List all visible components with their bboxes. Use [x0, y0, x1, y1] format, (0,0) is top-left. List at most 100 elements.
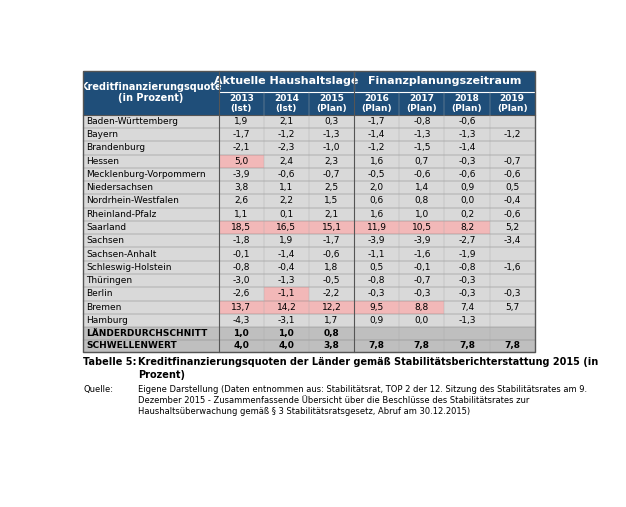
Text: 18,5: 18,5 — [231, 223, 251, 232]
Text: Sachsen: Sachsen — [86, 236, 124, 245]
Bar — [83, 168, 535, 181]
Text: -0,4: -0,4 — [503, 197, 521, 205]
Text: -3,4: -3,4 — [503, 236, 521, 245]
Text: -2,3: -2,3 — [278, 143, 295, 153]
Text: -1,7: -1,7 — [232, 130, 250, 139]
Text: -0,3: -0,3 — [503, 289, 521, 299]
Text: 1,0: 1,0 — [415, 210, 429, 219]
Text: 1,6: 1,6 — [369, 157, 384, 166]
Text: -2,6: -2,6 — [232, 289, 250, 299]
Text: -0,3: -0,3 — [368, 289, 386, 299]
Text: Kreditfinanzierungsquote
(in Prozent): Kreditfinanzierungsquote (in Prozent) — [80, 82, 222, 103]
Text: Finanzplanungszeitraum: Finanzplanungszeitraum — [367, 77, 521, 86]
Text: 0,8: 0,8 — [324, 329, 339, 338]
Bar — [309, 301, 354, 314]
Text: -1,3: -1,3 — [277, 276, 295, 285]
Text: 1,9: 1,9 — [279, 236, 294, 245]
Text: -0,4: -0,4 — [278, 263, 295, 272]
Text: 11,9: 11,9 — [367, 223, 387, 232]
Text: -1,1: -1,1 — [277, 289, 295, 299]
Text: 2,5: 2,5 — [324, 183, 339, 192]
Bar — [83, 327, 535, 340]
Text: 3,8: 3,8 — [234, 183, 249, 192]
Bar — [264, 287, 309, 301]
Bar — [83, 287, 535, 301]
Text: Tabelle 5:: Tabelle 5: — [83, 357, 136, 367]
Text: -0,6: -0,6 — [503, 170, 521, 179]
Bar — [83, 234, 535, 247]
Text: 13,7: 13,7 — [231, 303, 251, 312]
Text: -1,2: -1,2 — [368, 143, 386, 153]
Text: 15,1: 15,1 — [322, 223, 342, 232]
Text: Saarland: Saarland — [86, 223, 126, 232]
Text: 10,5: 10,5 — [412, 223, 432, 232]
Text: -3,1: -3,1 — [277, 316, 295, 325]
Text: 2,6: 2,6 — [234, 197, 249, 205]
Text: -3,9: -3,9 — [232, 170, 250, 179]
Text: 2,0: 2,0 — [369, 183, 384, 192]
Text: 2,1: 2,1 — [324, 210, 339, 219]
Text: 1,6: 1,6 — [369, 210, 384, 219]
Text: -0,3: -0,3 — [458, 289, 476, 299]
Bar — [354, 221, 399, 234]
Text: -2,1: -2,1 — [232, 143, 250, 153]
Bar — [309, 221, 354, 234]
Bar — [399, 301, 444, 314]
Bar — [83, 301, 535, 314]
Text: 2016
(Plan): 2016 (Plan) — [361, 94, 392, 113]
Text: 2019
(Plan): 2019 (Plan) — [497, 94, 528, 113]
Text: 5,2: 5,2 — [505, 223, 519, 232]
Text: 0,5: 0,5 — [505, 183, 520, 192]
Text: -0,5: -0,5 — [323, 276, 341, 285]
Text: LÄNDERDURCHSCHNITT: LÄNDERDURCHSCHNITT — [86, 329, 207, 338]
Text: 0,5: 0,5 — [369, 263, 384, 272]
Text: 16,5: 16,5 — [276, 223, 296, 232]
Text: 1,7: 1,7 — [324, 316, 339, 325]
Text: -2,2: -2,2 — [323, 289, 340, 299]
Text: Aktuelle Haushaltslage: Aktuelle Haushaltslage — [214, 77, 359, 86]
Text: Bremen: Bremen — [86, 303, 121, 312]
Bar — [490, 92, 535, 115]
Text: 2015
(Plan): 2015 (Plan) — [316, 94, 347, 113]
Text: -0,7: -0,7 — [503, 157, 521, 166]
Text: -0,6: -0,6 — [503, 210, 521, 219]
Bar — [354, 301, 399, 314]
Text: Nordrhein-Westfalen: Nordrhein-Westfalen — [86, 197, 179, 205]
Text: -0,1: -0,1 — [413, 263, 431, 272]
Text: 8,2: 8,2 — [460, 223, 474, 232]
Text: -1,4: -1,4 — [278, 249, 295, 259]
Bar — [83, 141, 535, 155]
Text: 2017
(Plan): 2017 (Plan) — [406, 94, 437, 113]
Text: 1,5: 1,5 — [324, 197, 339, 205]
Text: -0,8: -0,8 — [368, 276, 386, 285]
Bar — [264, 92, 309, 115]
Text: -2,7: -2,7 — [458, 236, 476, 245]
Text: 7,8: 7,8 — [369, 341, 385, 350]
Text: 1,9: 1,9 — [234, 117, 249, 126]
Bar — [444, 92, 490, 115]
Text: 1,0: 1,0 — [233, 329, 249, 338]
Text: -0,3: -0,3 — [458, 276, 476, 285]
Text: -4,3: -4,3 — [232, 316, 250, 325]
Text: -1,7: -1,7 — [323, 236, 341, 245]
Text: Mecklenburg-Vorpommern: Mecklenburg-Vorpommern — [86, 170, 205, 179]
Text: Niedersachsen: Niedersachsen — [86, 183, 153, 192]
Text: -0,6: -0,6 — [413, 170, 431, 179]
Bar — [218, 70, 354, 92]
Text: -1,2: -1,2 — [278, 130, 295, 139]
Bar — [218, 92, 264, 115]
Text: -3,9: -3,9 — [368, 236, 386, 245]
Text: Quelle:: Quelle: — [83, 385, 113, 394]
Bar — [83, 194, 535, 208]
Text: 4,0: 4,0 — [279, 341, 294, 350]
Text: 5,7: 5,7 — [505, 303, 520, 312]
Text: 0,9: 0,9 — [460, 183, 474, 192]
Text: 3,8: 3,8 — [324, 341, 339, 350]
Bar — [264, 301, 309, 314]
Bar — [83, 261, 535, 274]
Bar — [444, 221, 490, 234]
Text: -1,5: -1,5 — [413, 143, 431, 153]
Text: SCHWELLENWERT: SCHWELLENWERT — [86, 341, 177, 350]
Text: 2,4: 2,4 — [279, 157, 294, 166]
Text: -1,3: -1,3 — [323, 130, 341, 139]
